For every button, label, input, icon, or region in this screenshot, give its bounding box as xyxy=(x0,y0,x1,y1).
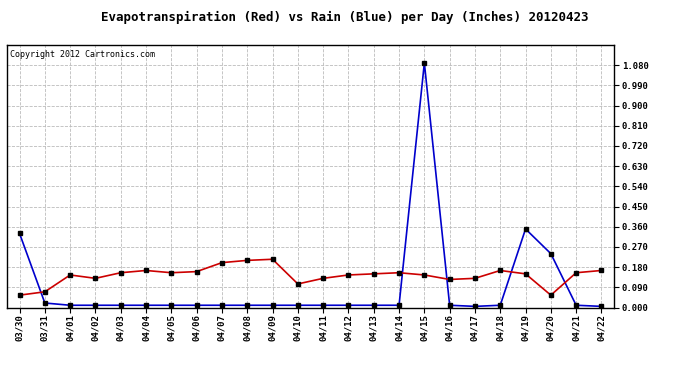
Text: Evapotranspiration (Red) vs Rain (Blue) per Day (Inches) 20120423: Evapotranspiration (Red) vs Rain (Blue) … xyxy=(101,11,589,24)
Text: Copyright 2012 Cartronics.com: Copyright 2012 Cartronics.com xyxy=(10,50,155,59)
